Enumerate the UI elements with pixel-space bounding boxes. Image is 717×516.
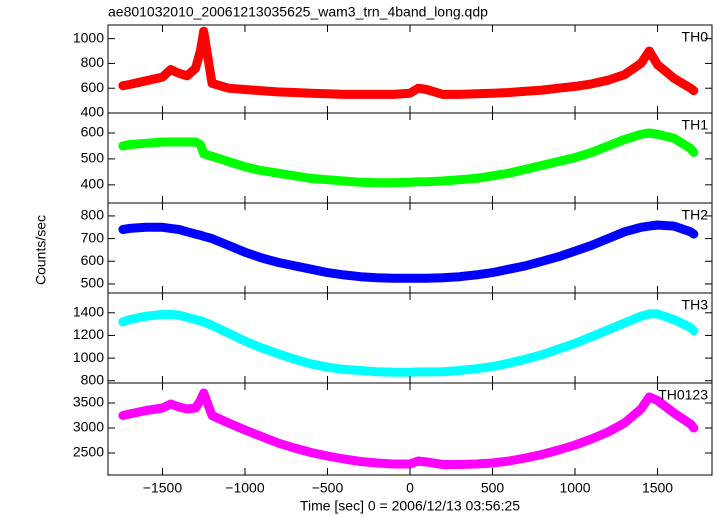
data-line bbox=[118, 220, 699, 283]
y-tick-label: 2500 bbox=[73, 444, 104, 460]
y-tick-label: 3000 bbox=[73, 419, 104, 435]
y-tick-label: 600 bbox=[81, 79, 105, 95]
y-tick-label: 1000 bbox=[73, 349, 104, 365]
y-tick-label: 700 bbox=[81, 229, 105, 245]
data-line bbox=[118, 128, 699, 188]
y-tick-label: 1400 bbox=[73, 304, 104, 320]
y-tick-label: 400 bbox=[81, 104, 105, 120]
series-label: TH0123 bbox=[658, 387, 708, 403]
y-tick-label: 500 bbox=[81, 150, 105, 166]
data-line bbox=[118, 388, 699, 469]
y-tick-label: 800 bbox=[81, 54, 105, 70]
x-tick-label: 1500 bbox=[642, 480, 673, 496]
series-label: TH0 bbox=[682, 29, 709, 45]
x-tick-label: 0 bbox=[406, 480, 414, 496]
data-line bbox=[118, 309, 699, 377]
x-axis-label: Time [sec] 0 = 2006/12/13 03:56:25 bbox=[300, 498, 520, 514]
data-line bbox=[118, 26, 699, 99]
series-label: TH3 bbox=[682, 297, 709, 313]
x-tick-label: 1000 bbox=[559, 480, 590, 496]
y-tick-label: 400 bbox=[81, 176, 105, 192]
y-tick-label: 600 bbox=[81, 252, 105, 268]
series-label: TH2 bbox=[682, 207, 709, 223]
y-tick-label: 500 bbox=[81, 275, 105, 291]
y-tick-label: 800 bbox=[81, 207, 105, 223]
x-tick-label: −1500 bbox=[143, 480, 183, 496]
series-label: TH1 bbox=[682, 117, 709, 133]
y-axis-label: Counts/sec bbox=[33, 215, 49, 285]
y-tick-label: 1000 bbox=[73, 29, 104, 45]
y-tick-label: 600 bbox=[81, 124, 105, 140]
x-tick-label: −1000 bbox=[225, 480, 265, 496]
panel-frame bbox=[107, 112, 713, 204]
y-tick-label: 1200 bbox=[73, 326, 104, 342]
chart-title: ae801032010_20061213035625_wam3_trn_4ban… bbox=[108, 4, 488, 20]
y-tick-label: 800 bbox=[81, 371, 105, 387]
y-tick-label: 3500 bbox=[73, 394, 104, 410]
x-tick-label: 500 bbox=[481, 480, 505, 496]
x-tick-label: −500 bbox=[312, 480, 344, 496]
